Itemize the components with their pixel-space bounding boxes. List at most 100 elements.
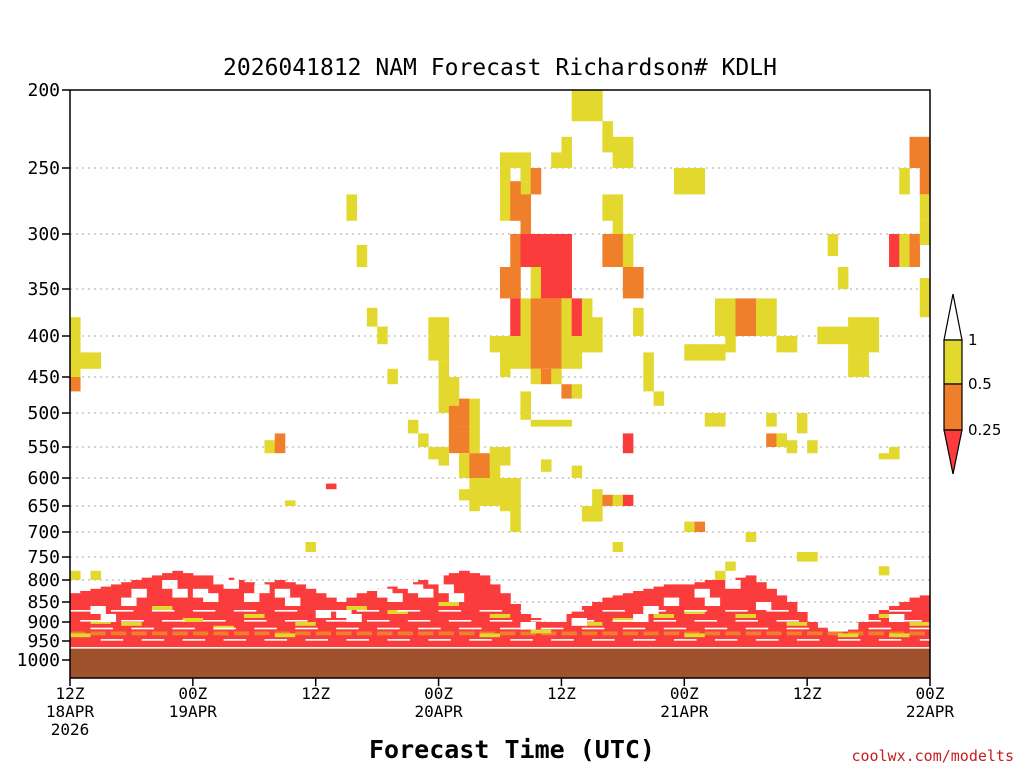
y-tick-label: 450 — [27, 367, 60, 388]
band-gap — [428, 575, 444, 585]
x-tick-label: 12Z — [793, 684, 822, 703]
heatmap-cell — [520, 152, 532, 182]
heatmap-cell — [561, 234, 572, 267]
heatmap-cell — [704, 344, 716, 361]
y-tick-label: 550 — [27, 437, 60, 458]
heatmap-cell — [889, 447, 900, 460]
band-gap — [90, 606, 106, 614]
y-tick-label: 600 — [27, 468, 60, 489]
heatmap-cell — [633, 307, 644, 336]
heatmap-cell — [919, 278, 930, 289]
band-streak — [643, 610, 666, 612]
band-streak — [244, 620, 267, 622]
heatmap-cell — [612, 494, 624, 506]
band-streak — [755, 639, 779, 641]
heatmap-cell — [725, 298, 736, 336]
heatmap-cell — [387, 368, 398, 385]
band-streak — [80, 620, 103, 622]
heatmap-cell — [489, 478, 501, 506]
band-streak — [366, 620, 390, 622]
heatmap-cell — [930, 234, 941, 256]
y-tick-label: 250 — [27, 158, 60, 179]
band-strip — [663, 631, 680, 636]
heatmap-cell — [510, 298, 521, 336]
heatmap-cell — [694, 521, 706, 532]
heatmap-cell — [602, 494, 613, 506]
heatmap-cell — [766, 298, 777, 336]
band-streak — [581, 627, 605, 630]
heatmap-cell — [796, 413, 808, 434]
band-cell — [182, 573, 194, 649]
band-gap — [100, 614, 117, 622]
band-gap — [244, 593, 260, 602]
heatmap-cell — [899, 168, 910, 195]
band-cell — [151, 575, 163, 649]
band-cell — [643, 588, 655, 649]
band-streak — [469, 639, 492, 641]
band-cell — [766, 588, 777, 649]
band-streak — [745, 627, 769, 630]
band-strip — [581, 631, 598, 636]
band-strip — [172, 631, 188, 636]
heatmap-cell — [561, 384, 572, 399]
band-cell — [192, 575, 204, 649]
ground-edge — [70, 647, 930, 650]
band-strip — [244, 614, 265, 618]
heatmap-cell — [878, 566, 890, 576]
band-strip — [438, 631, 454, 636]
heatmap-cell — [540, 419, 552, 427]
heatmap-cell — [694, 344, 706, 361]
heatmap-cell — [325, 483, 337, 490]
heatmap-cell — [581, 317, 593, 353]
band-cell — [285, 582, 296, 649]
band-cell — [366, 591, 378, 649]
heatmap-cell — [571, 90, 583, 122]
y-tick-label: 800 — [27, 570, 60, 591]
band-gap — [315, 610, 332, 618]
colorbar-legend: 1 0.5 0.25 — [943, 293, 1001, 475]
band-strip — [909, 622, 930, 626]
band-strip — [745, 631, 762, 636]
x-axis-label: Forecast Time (UTC) — [369, 735, 655, 764]
band-gap — [704, 597, 721, 606]
band-cell — [796, 612, 808, 649]
heatmap-cell — [602, 234, 613, 267]
heatmap-cell — [500, 181, 511, 221]
band-strip — [602, 631, 618, 636]
band-streak — [172, 627, 195, 630]
heatmap-cell — [551, 234, 562, 267]
band-strip — [459, 631, 475, 636]
heatmap-cell — [786, 336, 798, 353]
heatmap-cell — [930, 90, 941, 121]
heatmap-cell — [448, 405, 460, 454]
heatmap-cell — [612, 194, 624, 234]
band-cell — [684, 584, 696, 649]
band-strip — [909, 631, 925, 636]
heatmap-cell — [807, 440, 818, 454]
legend-level-label: 1 — [968, 331, 978, 349]
band-cell — [418, 580, 429, 649]
band-gap — [520, 622, 536, 630]
band-cell — [172, 570, 184, 649]
band-streak — [571, 620, 595, 622]
heatmap-cell — [551, 298, 562, 336]
heatmap-cell — [551, 267, 562, 299]
heatmap-cell — [745, 298, 757, 336]
band-strip — [336, 631, 352, 636]
heatmap-cell — [551, 419, 562, 427]
heatmap-cell — [520, 234, 532, 267]
heatmap-cell — [919, 289, 930, 318]
band-streak — [919, 639, 930, 641]
heatmap-cell — [305, 542, 317, 552]
band-streak — [592, 639, 615, 641]
heatmap-cell — [561, 136, 572, 168]
band-gap — [223, 580, 239, 589]
legend-bottom-arrow — [943, 429, 963, 475]
chart-title: 2026041812 NAM Forecast Richardson# KDLH — [223, 55, 777, 81]
heatmap-cell — [459, 489, 470, 501]
x-tick-label: 19APR — [169, 702, 218, 721]
band-streak — [889, 610, 912, 612]
band-streak — [151, 610, 175, 612]
band-cell — [581, 606, 593, 649]
heatmap-cell — [510, 478, 521, 532]
